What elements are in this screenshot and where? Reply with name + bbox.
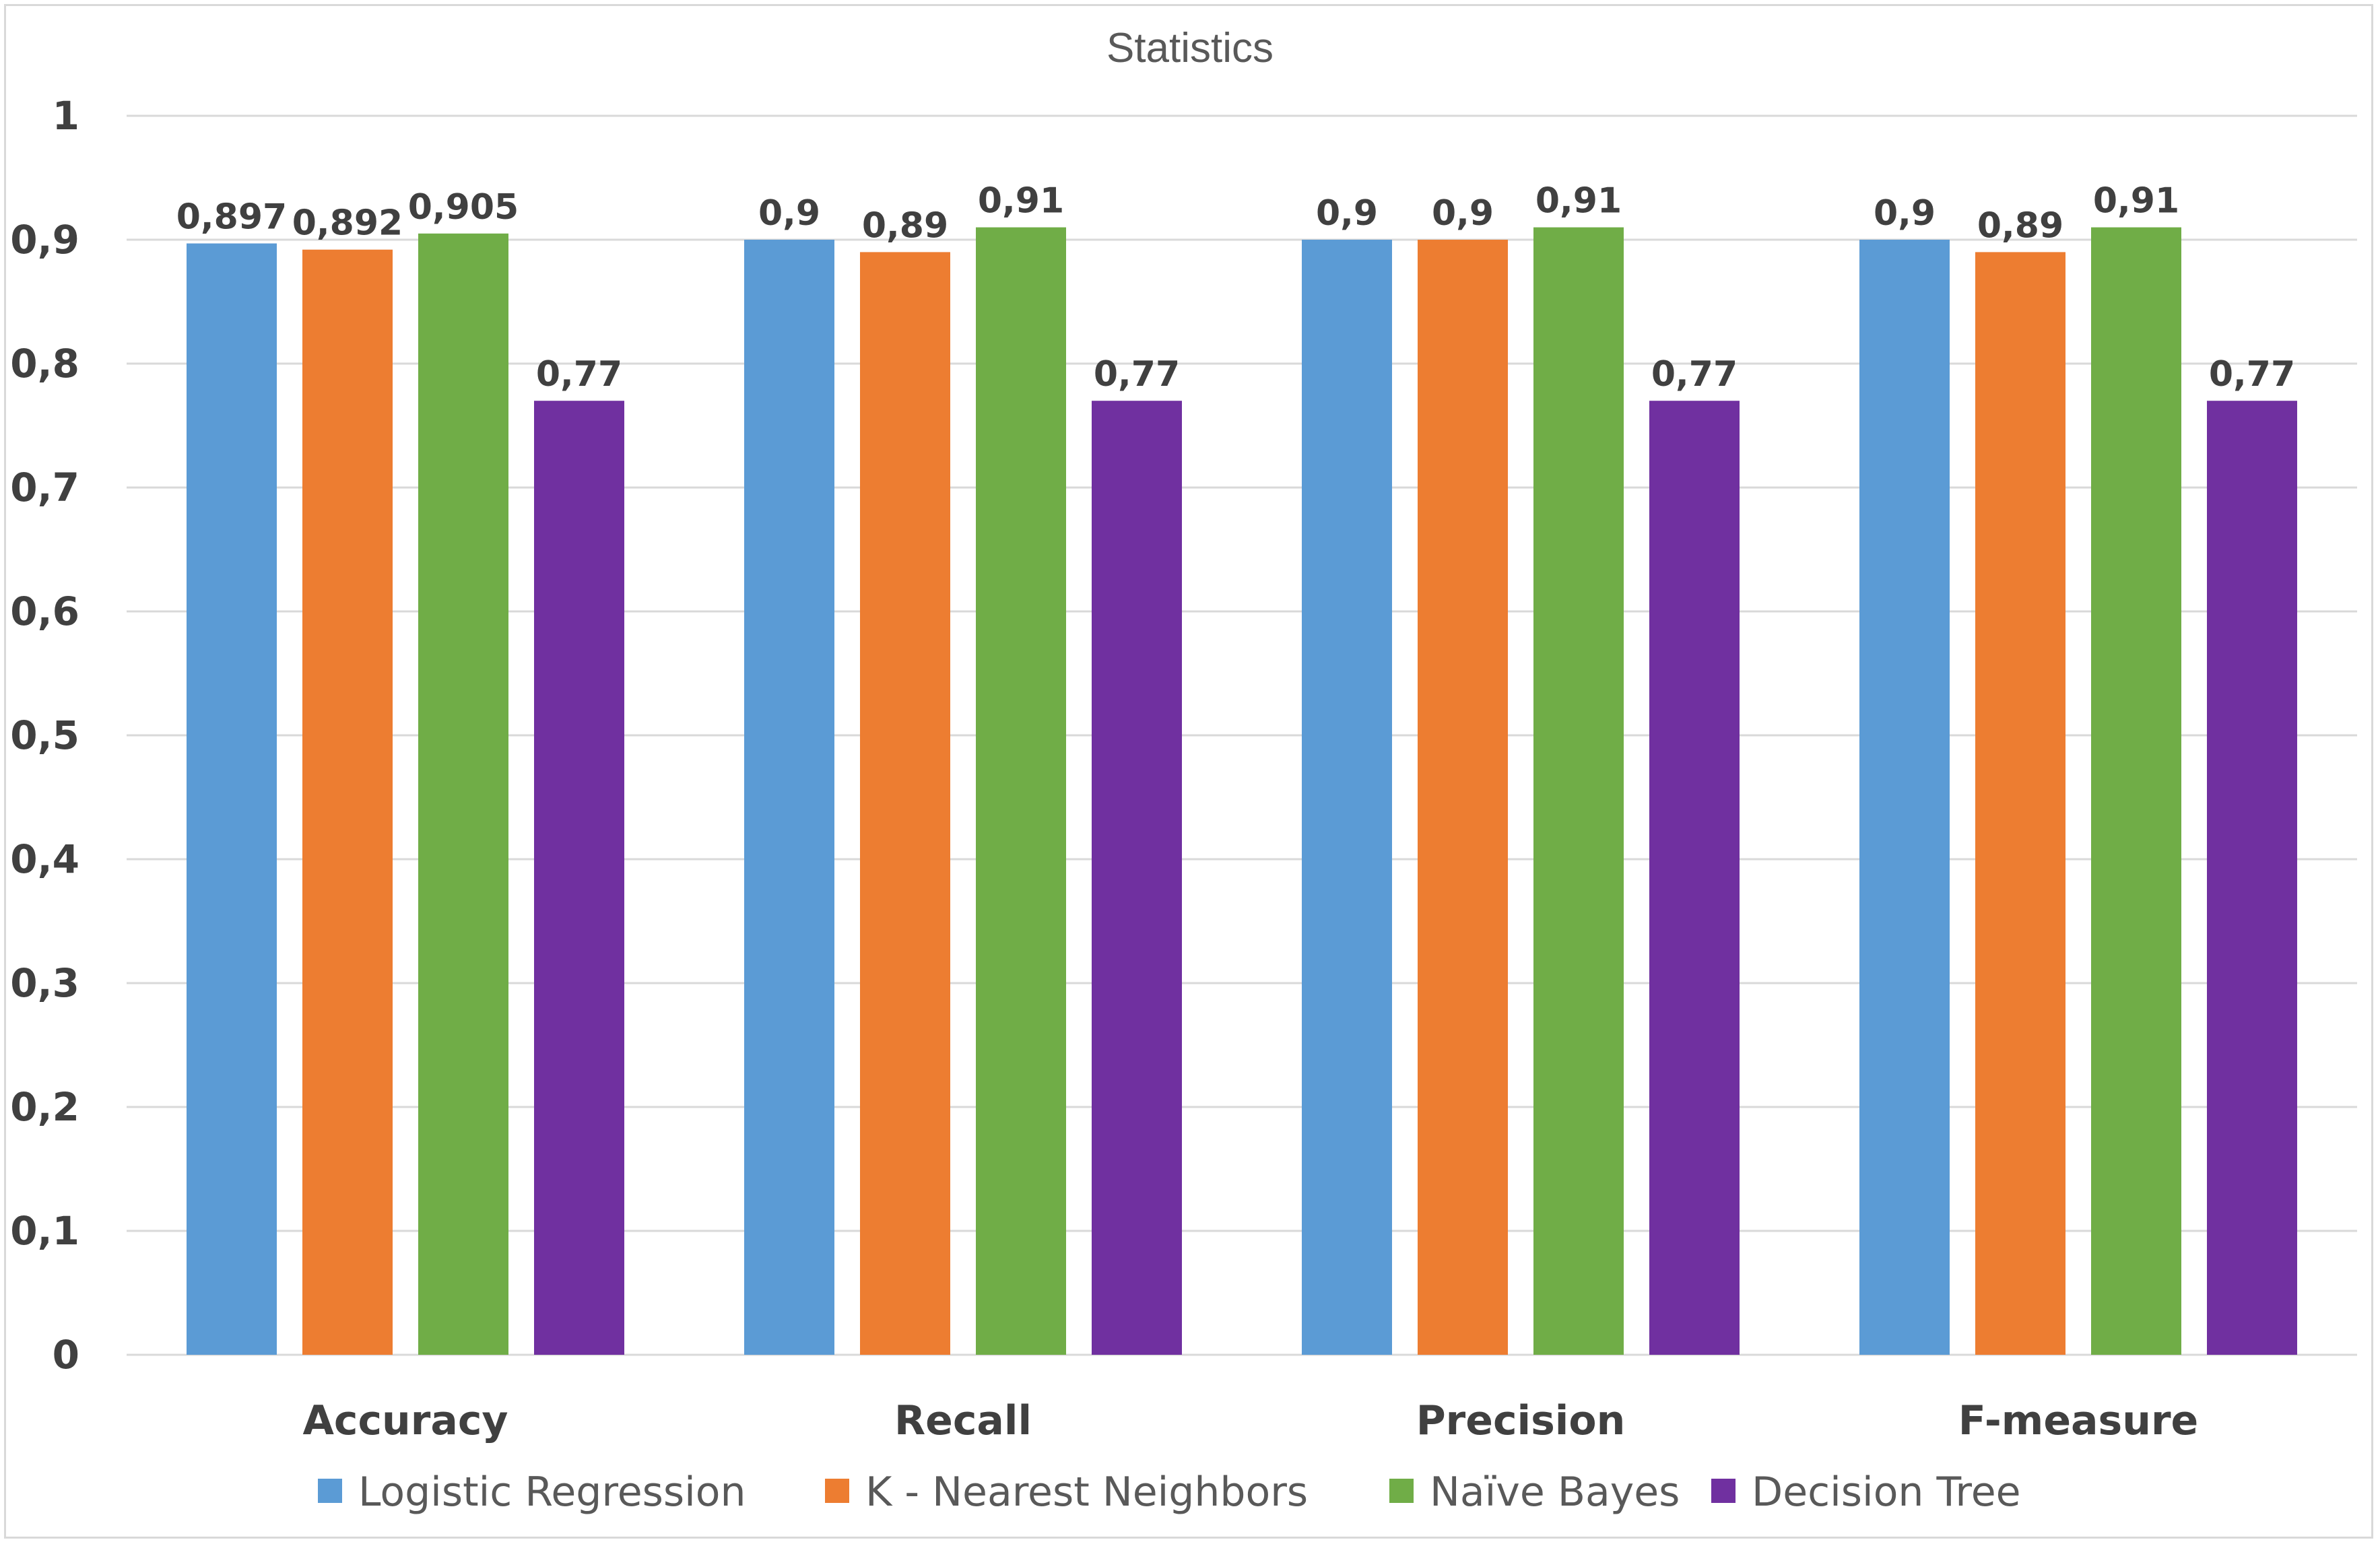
bar-recall-4 (1092, 401, 1182, 1355)
bar-recall-1 (744, 240, 834, 1355)
bar-accuracy-2 (302, 249, 393, 1355)
x-tick-label: Recall (894, 1397, 1032, 1444)
data-label: 0,77 (1094, 354, 1180, 395)
legend: Logistic Regression K - Nearest Neighbors… (318, 1469, 2021, 1516)
data-label: 0,9 (758, 193, 820, 234)
bar-f-measure-4 (2207, 401, 2297, 1355)
data-label: 0,91 (2093, 181, 2179, 222)
legend-swatch (1389, 1479, 1414, 1503)
y-tick-label: 1 (53, 93, 79, 139)
bars (187, 227, 2297, 1355)
bar-accuracy-1 (187, 243, 277, 1355)
y-tick-label: 0,9 (10, 217, 79, 263)
legend-swatch (1711, 1479, 1736, 1503)
data-label: 0,91 (1535, 181, 1622, 222)
bar-recall-2 (860, 252, 950, 1355)
bar-accuracy-4 (534, 401, 624, 1355)
legend-label: Logistic Regression (358, 1469, 746, 1516)
chart-title: Statistics (1106, 25, 1274, 71)
y-tick-label: 0,8 (10, 341, 79, 387)
data-label: 0,9 (1874, 193, 1936, 234)
data-label: 0,89 (862, 205, 948, 246)
bar-precision-2 (1418, 240, 1508, 1355)
data-label: 0,77 (2209, 354, 2295, 395)
bar-recall-3 (976, 227, 1066, 1355)
data-label: 0,91 (978, 181, 1064, 222)
x-tick-label: Accuracy (302, 1397, 508, 1444)
legend-swatch (825, 1479, 849, 1503)
bar-f-measure-1 (1859, 240, 1950, 1355)
data-label: 0,905 (408, 187, 519, 228)
data-label: 0,77 (1651, 354, 1738, 395)
data-label: 0,892 (292, 203, 403, 244)
bar-f-measure-3 (2091, 227, 2181, 1355)
bar-precision-4 (1649, 401, 1740, 1355)
legend-label: K - Nearest Neighbors (865, 1469, 1308, 1516)
bar-f-measure-2 (1975, 252, 2065, 1355)
data-label: 0,89 (1977, 205, 2063, 246)
data-label: 0,9 (1316, 193, 1378, 234)
x-axis-ticks: Accuracy Recall Precision F-measure (302, 1397, 2198, 1444)
y-tick-label: 0,6 (10, 589, 79, 634)
x-tick-label: Precision (1416, 1397, 1626, 1444)
y-tick-label: 0 (53, 1332, 79, 1378)
y-axis-ticks: 0 0,1 0,2 0,3 0,4 0,5 0,6 0,7 0,8 0,9 1 (10, 93, 79, 1378)
y-tick-label: 0,7 (10, 465, 79, 510)
bar-accuracy-3 (418, 233, 508, 1355)
bar-precision-1 (1302, 240, 1392, 1355)
data-labels: 0,897 0,892 0,905 0,77 0,9 0,89 0,91 0,77 0,9 0,9… (176, 181, 2295, 395)
y-tick-label: 0,3 (10, 960, 79, 1006)
y-tick-label: 0,1 (10, 1208, 79, 1254)
data-label: 0,77 (536, 354, 622, 395)
data-label: 0,9 (1432, 193, 1494, 234)
y-tick-label: 0,5 (10, 712, 79, 758)
y-tick-label: 0,2 (10, 1084, 79, 1130)
legend-label: Naïve Bayes (1430, 1469, 1680, 1516)
x-tick-label: F-measure (1958, 1397, 2198, 1444)
bar-precision-3 (1533, 227, 1624, 1355)
legend-label: Decision Tree (1752, 1469, 2021, 1516)
legend-swatch (318, 1479, 342, 1503)
y-tick-label: 0,4 (10, 836, 79, 882)
data-label: 0,897 (176, 197, 287, 238)
